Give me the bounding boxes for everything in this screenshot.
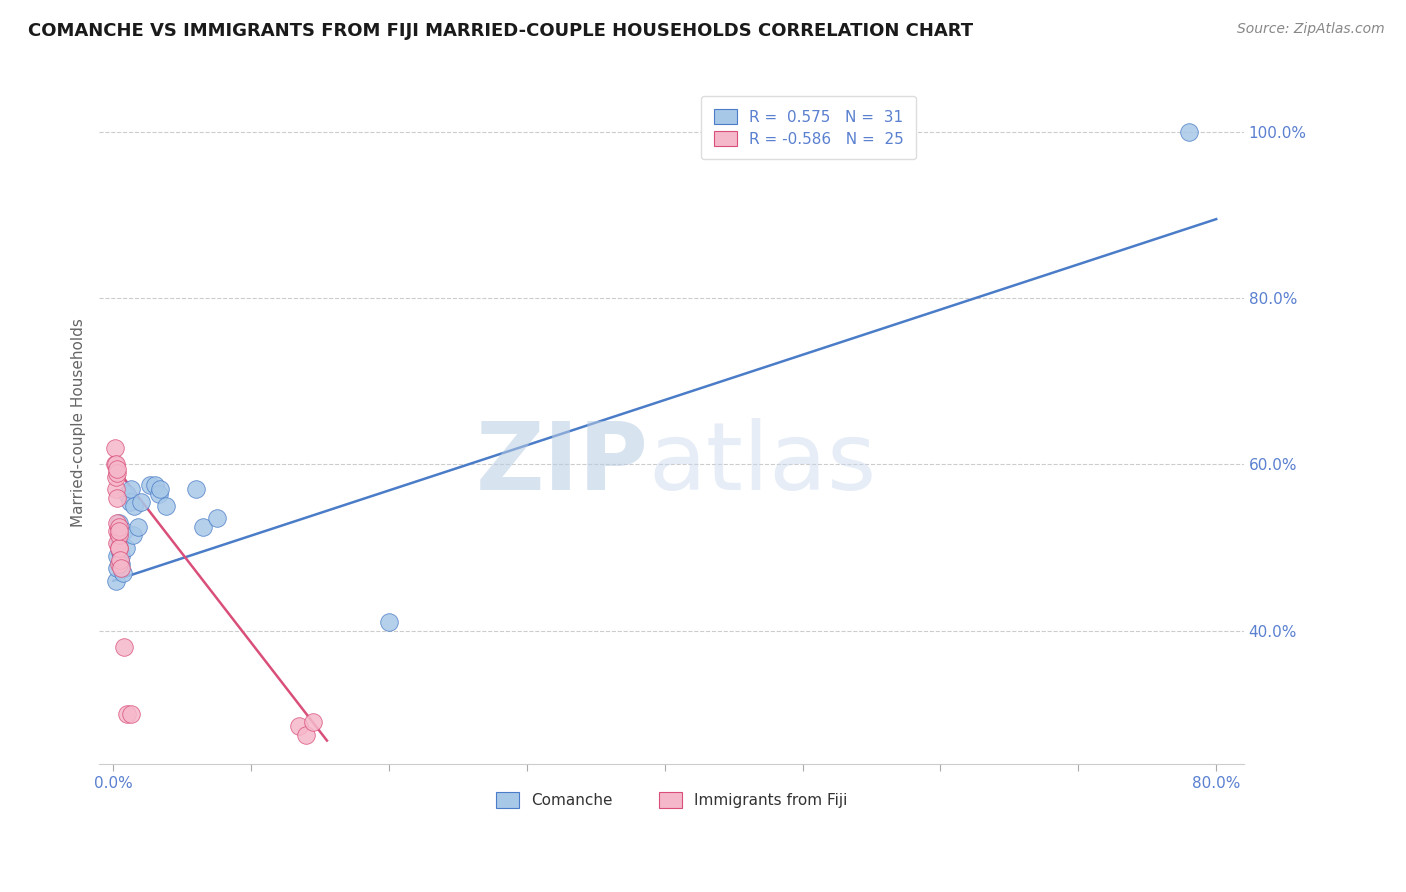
Point	[108, 553, 131, 567]
Point	[120, 706, 142, 721]
Point	[107, 536, 129, 550]
Point	[105, 561, 128, 575]
Point	[295, 728, 318, 742]
Point	[122, 499, 145, 513]
Point	[288, 719, 311, 733]
Point	[105, 516, 128, 530]
Point	[105, 549, 128, 563]
Point	[191, 520, 214, 534]
Point	[115, 486, 138, 500]
Point	[108, 558, 131, 572]
Y-axis label: Married-couple Households: Married-couple Households	[72, 318, 86, 527]
Point	[129, 495, 152, 509]
Point	[105, 524, 128, 538]
Point	[110, 561, 132, 575]
Point	[105, 466, 128, 480]
Point	[108, 533, 131, 547]
Point	[127, 520, 149, 534]
Point	[104, 458, 127, 472]
Point	[378, 615, 401, 630]
Point	[143, 478, 166, 492]
Point	[149, 483, 172, 497]
Point	[148, 486, 170, 500]
Point	[104, 574, 127, 588]
Point	[104, 458, 127, 472]
Point	[105, 461, 128, 475]
Point	[111, 566, 134, 580]
Point	[107, 541, 129, 555]
Point	[105, 491, 128, 505]
Point	[184, 483, 207, 497]
Point	[107, 528, 129, 542]
Point	[107, 558, 129, 572]
Point	[107, 516, 129, 530]
Point	[105, 536, 128, 550]
Point	[121, 528, 143, 542]
Point	[155, 499, 177, 513]
Text: ZIP: ZIP	[475, 417, 648, 509]
Point	[104, 470, 127, 484]
Point	[115, 706, 138, 721]
Point	[107, 541, 129, 555]
Point	[107, 524, 129, 538]
Text: Source: ZipAtlas.com: Source: ZipAtlas.com	[1237, 22, 1385, 37]
Point	[107, 520, 129, 534]
Text: COMANCHE VS IMMIGRANTS FROM FIJI MARRIED-COUPLE HOUSEHOLDS CORRELATION CHART: COMANCHE VS IMMIGRANTS FROM FIJI MARRIED…	[28, 22, 973, 40]
Point	[110, 558, 132, 572]
Point	[107, 528, 129, 542]
Point	[108, 545, 131, 559]
Point	[139, 478, 162, 492]
Point	[118, 495, 141, 509]
Text: atlas: atlas	[648, 417, 877, 509]
Point	[302, 715, 325, 730]
Legend: Comanche, Immigrants from Fiji: Comanche, Immigrants from Fiji	[491, 786, 853, 814]
Point	[104, 483, 127, 497]
Point	[120, 483, 142, 497]
Point	[110, 549, 132, 563]
Point	[112, 640, 135, 655]
Point	[104, 441, 127, 455]
Point	[205, 511, 228, 525]
Point	[114, 541, 136, 555]
Point	[112, 524, 135, 538]
Point	[1177, 125, 1199, 139]
